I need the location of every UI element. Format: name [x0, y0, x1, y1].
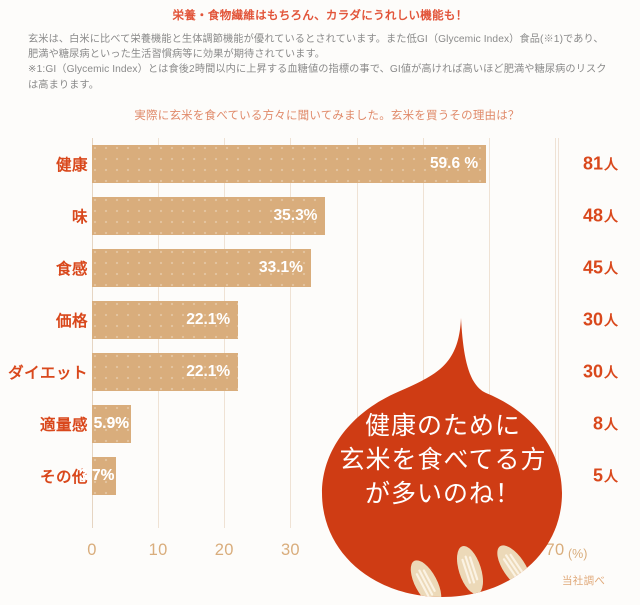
x-tick-label-0: 0: [87, 541, 97, 559]
table-row: 味 35.3% 48人: [0, 197, 640, 235]
intro-paragraph-1: 玄米は、白米に比べて栄養機能と生体調節機能が優れているとされています。また低GI…: [28, 34, 604, 61]
bar-chart: 健康 59.6 % 81人味 35.3% 48人食感 33.1% 45人価格 22.1% 30人…: [0, 133, 640, 597]
bar-category-label: 味: [71, 209, 88, 226]
bar-value-label: 22.1%: [186, 311, 231, 328]
bar: 22.1%: [92, 301, 239, 339]
bar-value-label: 22.1%: [186, 363, 231, 380]
bar-value-label: 3.7%: [79, 467, 115, 484]
bar-value-label: 35.3%: [273, 207, 318, 224]
x-tick-label-40: 40: [347, 541, 367, 559]
bar-category-label: 食感: [55, 261, 88, 278]
bar: 22.1%: [92, 353, 239, 391]
bar-value-label: 5.9%: [93, 415, 130, 432]
bar-category-label: 適量感: [39, 417, 88, 434]
bar: 3.7%: [79, 457, 117, 495]
bar: 5.9%: [92, 405, 132, 443]
x-axis-unit-label: (%): [568, 547, 588, 561]
respondent-count-label: 30人: [582, 309, 618, 330]
bar-value-label: 59.6 %: [429, 155, 479, 172]
bar-category-label: その他: [39, 469, 88, 486]
bar-category-label: 健康: [55, 157, 88, 174]
table-row: その他 3.7% 5人: [0, 457, 640, 495]
x-axis: 0 10 20 30 40 50 60 70 (%): [0, 531, 640, 571]
respondent-count-label: 48人: [582, 205, 618, 226]
table-row: 価格 22.1% 30人: [0, 301, 640, 339]
x-tick-label-30: 30: [280, 541, 300, 559]
bar: 59.6 %: [92, 145, 487, 183]
bar: 33.1%: [92, 249, 311, 287]
chart-question: 実際に玄米を食べている方々に聞いてみました。玄米を買うその理由は？: [134, 109, 520, 122]
respondent-count-label: 5人: [592, 465, 618, 486]
source-note: 当社調べ: [562, 575, 606, 587]
x-tick-label-10: 10: [148, 541, 168, 559]
page-title: 栄養・食物繊維はもちろん、カラダにうれしい機能も！: [172, 10, 468, 22]
x-tick-label-70: 70: [545, 541, 565, 559]
respondent-count-label: 45人: [582, 257, 618, 278]
table-row: 食感 33.1% 45人: [0, 249, 640, 287]
respondent-count-label: 81人: [582, 153, 618, 174]
intro-text: 玄米は、白米に比べて栄養機能と生体調節機能が優れているとされています。また低GI…: [28, 32, 613, 93]
bar-category-label: ダイエット: [8, 365, 88, 382]
respondent-count-label: 30人: [582, 361, 618, 382]
bar: 35.3%: [92, 197, 326, 235]
bar-category-label: 価格: [55, 313, 88, 330]
intro-paragraph-2: ※1:GI（Glycemic Index）とは食後2時間以内に上昇する血糖値の指…: [28, 64, 607, 91]
x-tick-label-60: 60: [479, 541, 499, 559]
table-row: 適量感 5.9% 8人: [0, 405, 640, 443]
table-row: ダイエット 22.1% 30人: [0, 353, 640, 391]
gridline-30: [290, 138, 292, 528]
x-tick-label-20: 20: [214, 541, 234, 559]
table-row: 健康 59.6 % 81人: [0, 145, 640, 183]
x-tick-label-50: 50: [413, 541, 433, 559]
respondent-count-label: 8人: [592, 413, 618, 434]
bar-value-label: 33.1%: [258, 259, 303, 276]
